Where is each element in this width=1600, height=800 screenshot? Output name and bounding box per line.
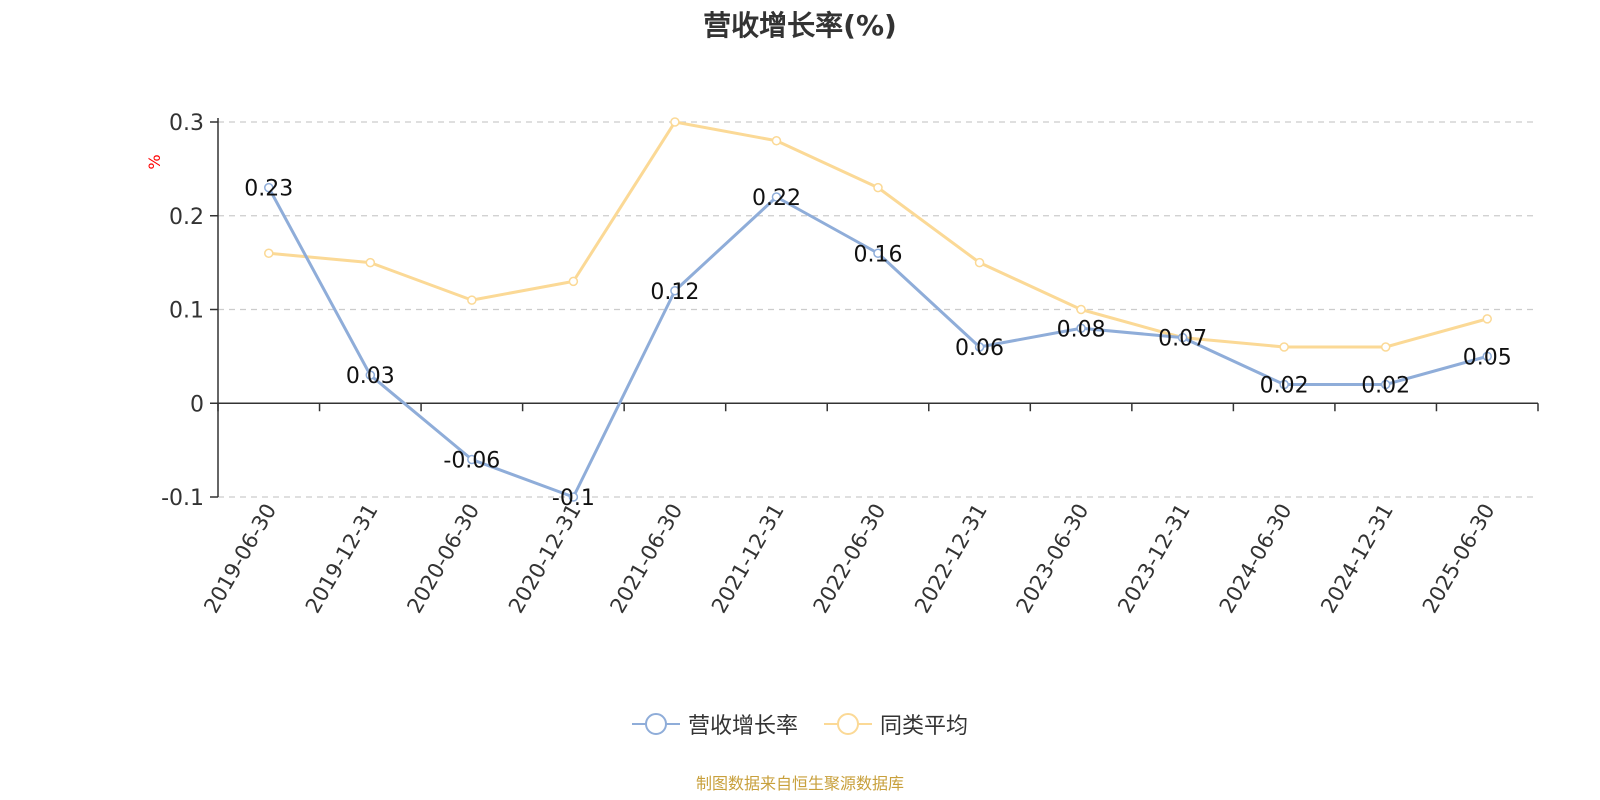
data-label: 0.12 (650, 280, 699, 305)
legend-marker-revenue-growth (631, 713, 680, 735)
data-label: 0.08 (1057, 317, 1106, 342)
data-point (365, 257, 376, 268)
series-line-1 (268, 120, 1488, 349)
data-point (1380, 342, 1391, 352)
data-label: 0.02 (1361, 374, 1410, 399)
x-tick-label: 2019-12-31 (301, 500, 383, 618)
data-label: 0.22 (752, 186, 801, 211)
data-point (873, 248, 883, 258)
y-axis-label: % (145, 154, 164, 169)
data-point (264, 182, 274, 193)
y-tick-label: -0.1 (161, 486, 204, 511)
x-tick-label: 2024-06-30 (1215, 500, 1297, 618)
x-tick-label: 2024-12-31 (1316, 500, 1398, 618)
data-label: 0.23 (244, 177, 293, 202)
data-point (771, 192, 782, 202)
data-point (568, 276, 579, 287)
data-point (467, 454, 477, 465)
source-note: 制图数据来自恒生聚源数据库 (695, 774, 904, 793)
x-tick-label: 2025-06-30 (1418, 500, 1500, 618)
x-tick-label: 2023-06-30 (1012, 500, 1094, 618)
data-point (568, 492, 579, 502)
x-tick-label: 2020-12-31 (504, 500, 586, 618)
data-point (264, 248, 274, 258)
data-point (670, 286, 680, 296)
x-tick-label: 2022-06-30 (809, 500, 891, 618)
x-tick-label: 2023-12-31 (1113, 500, 1195, 618)
x-tick-label: 2021-06-30 (605, 500, 687, 618)
x-tick-label: 2022-12-31 (910, 500, 992, 618)
x-tick-label: 2020-06-30 (402, 500, 484, 618)
data-point (1279, 379, 1289, 390)
data-point (974, 342, 985, 352)
data-point (771, 136, 782, 146)
legend-item-peer-average[interactable]: 同类平均 (824, 708, 968, 740)
legend-marker-peer-average (824, 713, 872, 735)
y-tick-label: 0.1 (169, 299, 204, 324)
data-point (365, 370, 376, 380)
data-point (1076, 323, 1086, 333)
legend-label-peer-average: 同类平均 (880, 714, 969, 739)
y-tick-label: 0 (190, 392, 204, 417)
legend-item-revenue-growth[interactable]: 营收增长率 (631, 708, 798, 740)
data-label: -0.06 (443, 449, 500, 474)
data-point (1482, 351, 1492, 362)
y-tick-label: 0.2 (169, 205, 204, 230)
data-point (1076, 304, 1086, 315)
x-tick-label: 2019-06-30 (199, 500, 281, 618)
chart-title: 营收增长率(%) (703, 9, 897, 42)
data-label: 0.02 (1260, 374, 1309, 399)
legend-label-revenue-growth: 营收增长率 (687, 714, 798, 739)
legend: 营收增长率 同类平均 (0, 708, 1600, 740)
data-point (974, 257, 985, 268)
data-point (1279, 342, 1289, 352)
data-label: 0.07 (1158, 327, 1207, 352)
data-label: 0.03 (346, 364, 395, 389)
data-label: 0.06 (955, 336, 1004, 361)
data-point (1177, 332, 1188, 343)
y-tick-label: 0.3 (169, 111, 204, 136)
data-labels: 0.23 0.03 -0.06 -0.1 0.12 0.22 0.16 0.06 0.08 0.0… (244, 177, 1511, 511)
data-label: -0.1 (552, 486, 595, 511)
data-point (467, 295, 477, 305)
grid-lines (218, 121, 1538, 498)
series-lines (264, 117, 1492, 502)
data-point (1482, 314, 1492, 324)
data-point (670, 117, 680, 127)
data-label: 0.16 (854, 242, 903, 267)
data-point (1380, 379, 1391, 390)
data-point (873, 182, 883, 193)
data-label: 0.05 (1463, 345, 1512, 370)
x-tick-label: 2021-12-31 (707, 500, 789, 618)
